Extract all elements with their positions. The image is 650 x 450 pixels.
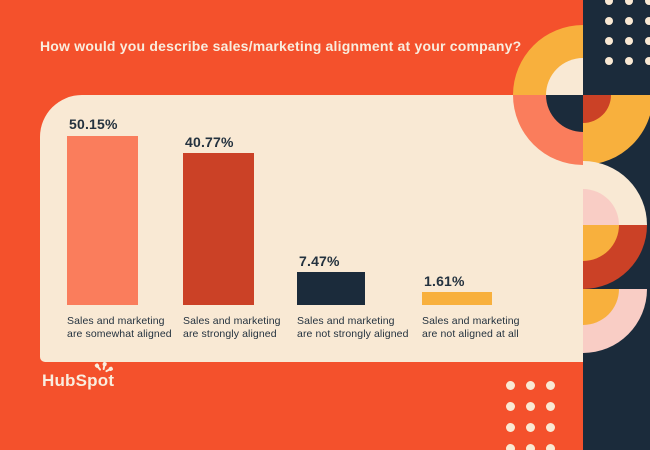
bar-category-label: Sales and marketing are not strongly alig…	[297, 315, 429, 341]
decor-dot	[525, 443, 535, 450]
hubspot-sprocket-icon: o	[97, 364, 111, 391]
decor-dot	[625, 17, 633, 25]
sprocket-spoke-icon	[102, 364, 106, 370]
decor-dot	[505, 401, 515, 411]
bar-category-line: Sales and marketing	[297, 315, 395, 327]
bar-category-line: are strongly aligned	[183, 327, 277, 340]
bar-category-line: Sales and marketing	[67, 315, 165, 327]
bar-category-label: Sales and marketing are not aligned at al…	[422, 315, 554, 341]
bar-category-line: Sales and marketing	[183, 315, 281, 327]
decor-dot	[645, 0, 650, 5]
decor-dot	[645, 57, 650, 65]
decor-dot	[525, 422, 535, 432]
bar-1	[67, 136, 138, 305]
sprocket-spoke-icon	[105, 367, 111, 372]
decor-dot	[505, 422, 515, 432]
decor-dot	[605, 57, 613, 65]
bar-category-line: are not strongly aligned	[297, 327, 409, 340]
bar-category-label: Sales and marketing are somewhat aligned	[67, 315, 199, 341]
bar-category-line: Sales and marketing	[422, 315, 520, 327]
decor-dot	[645, 37, 650, 45]
decor-dot	[545, 422, 555, 432]
chart-title: How would you describe sales/marketing a…	[40, 38, 522, 54]
decor-dot	[545, 401, 555, 411]
sprocket-spoke-icon	[97, 365, 102, 371]
bar-4	[422, 292, 492, 305]
decor-dot	[605, 17, 613, 25]
bar-2	[183, 153, 254, 305]
decor-dot	[505, 380, 515, 390]
logo-text-pre: HubSp	[42, 371, 98, 390]
bar-value-label: 50.15%	[69, 116, 118, 132]
bar-value-label: 7.47%	[299, 253, 340, 269]
decor-dot	[645, 17, 650, 25]
logo-text-post: t	[108, 371, 115, 390]
bar-category-line: are somewhat aligned	[67, 327, 172, 340]
decor-dot	[525, 401, 535, 411]
decor-dot	[625, 37, 633, 45]
bar-value-label: 40.77%	[185, 134, 234, 150]
bar-3	[297, 272, 365, 305]
decor-dot	[545, 380, 555, 390]
bar-category-label: Sales and marketing are strongly aligned	[183, 315, 315, 341]
decor-dot	[525, 380, 535, 390]
decor-dot	[505, 443, 515, 450]
logo-text-o: o	[97, 371, 109, 390]
decor-dot	[625, 57, 633, 65]
hubspot-logo: HubSpo t	[42, 364, 115, 391]
bar-category-line: are not aligned at all	[422, 327, 519, 340]
decor-dot	[605, 0, 613, 5]
decor-dot	[545, 443, 555, 450]
bar-value-label: 1.61%	[424, 273, 465, 289]
decor-dot	[605, 37, 613, 45]
decor-dot	[625, 0, 633, 5]
